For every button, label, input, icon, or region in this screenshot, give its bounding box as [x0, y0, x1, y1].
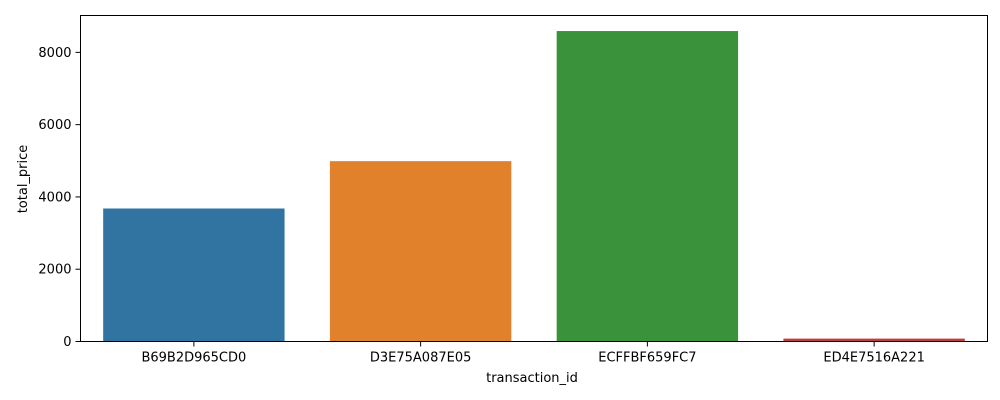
bar-d3e75a087e05 [329, 161, 512, 342]
x-tick-label: B69B2D965CD0 [141, 351, 246, 366]
bar-ed4e7516a221 [783, 338, 965, 342]
x-tick-label: ECFFBF659FC7 [598, 351, 696, 366]
bar-b69b2d965cd0 [103, 208, 285, 342]
y-axis-ticks: 0 2000 4000 6000 8000 [38, 46, 81, 350]
x-tick-label: ED4E7516A221 [823, 351, 925, 366]
plot-frame [80, 15, 988, 342]
y-tick-label: 0 [63, 335, 71, 350]
x-axis-ticks: B69B2D965CD0 D3E75A087E05 ECFFBF659FC7 ED4E… [141, 341, 925, 366]
bar-ecffbf659fc7 [556, 31, 739, 342]
y-tick-label: 6000 [38, 118, 71, 133]
y-tick-label: 2000 [38, 263, 71, 278]
y-tick-label: 4000 [38, 190, 71, 205]
x-tick-label: D3E75A087E05 [370, 351, 472, 366]
x-axis-label: transaction_id [486, 371, 578, 386]
y-tick-label: 8000 [38, 46, 71, 61]
bars-group [103, 31, 965, 342]
y-axis-label: total_price [16, 145, 31, 214]
